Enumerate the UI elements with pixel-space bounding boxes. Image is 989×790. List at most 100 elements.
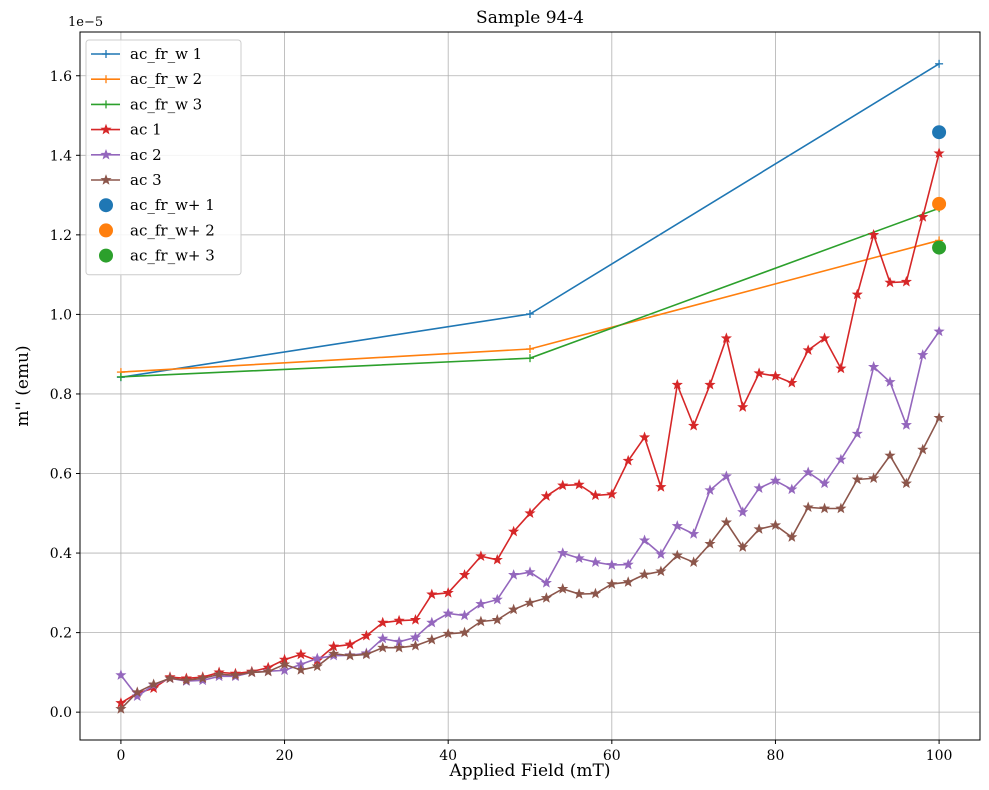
- data-point-ac-2: [769, 474, 782, 486]
- data-point-ac-2: [278, 664, 291, 676]
- series-line-ac-3: [120, 417, 940, 710]
- data-point-ac-1: [753, 367, 765, 379]
- data-point-ac-3: [655, 565, 667, 577]
- data-point-ac-2: [835, 453, 847, 465]
- data-point-ac-2: [458, 609, 471, 621]
- data-point-ac-2: [933, 325, 945, 337]
- data-point-ac-2: [442, 607, 454, 619]
- legend-marker: [102, 75, 110, 84]
- plot-frame: [79, 31, 981, 741]
- x-tick-label: 100: [926, 748, 953, 764]
- legend-label: ac_fr_w+ 3: [130, 247, 215, 265]
- data-point-ac-1: [655, 481, 667, 492]
- data-point-ac-1: [638, 431, 651, 443]
- data-point-ac-2: [671, 520, 683, 531]
- legend: ac_fr_w 1 ac_fr_w 2 ac_fr_w 3 ac 1 ac 2 ac 3 a…: [85, 39, 242, 276]
- x-tick-label: 0: [116, 748, 125, 764]
- data-point-ac-3: [426, 633, 438, 645]
- data-point-ac-3: [475, 615, 487, 627]
- data-point-ac-3: [606, 578, 618, 589]
- data-point-ac-3: [508, 603, 520, 615]
- data-point-ac-1: [540, 490, 552, 501]
- data-point-ac-2: [115, 669, 127, 680]
- data-point-ac-1: [933, 147, 945, 159]
- legend-item-ac-1: ac 1: [91, 121, 162, 139]
- data-point-ac-3: [818, 502, 831, 514]
- data-point-ac-1: [737, 401, 749, 412]
- data-point-ac-2: [900, 419, 912, 430]
- data-point-ac-2: [508, 569, 520, 580]
- data-point-ac-1: [671, 378, 683, 390]
- data-point-ac-3: [295, 664, 307, 675]
- legend-label: ac_fr_w+ 1: [130, 196, 215, 214]
- data-point-ac-3: [197, 672, 209, 684]
- data-point-ac-3: [393, 641, 405, 653]
- data-point-ac-2: [573, 552, 585, 563]
- y-tick-label: 1.6: [50, 69, 72, 85]
- data-point-ac-1: [884, 276, 896, 288]
- legend-label: ac_fr_w+ 2: [130, 221, 215, 239]
- data-point-ac-2: [786, 483, 798, 495]
- data-point-ac-3: [704, 538, 716, 549]
- data-point-ac-3: [557, 582, 569, 594]
- data-point-ac-1: [409, 614, 422, 625]
- legend-label: ac 1: [130, 121, 162, 139]
- y-tick-label: 1.0: [50, 307, 72, 323]
- data-point-ac-2: [540, 577, 552, 588]
- data-point-ac-3: [671, 549, 683, 561]
- legend-item-ac-fr-w-3: ac_fr_w 3: [91, 95, 202, 113]
- y-axis-label: m'' (emu): [13, 345, 33, 426]
- data-point-ac-3: [884, 449, 896, 461]
- data-point-ac-3: [328, 647, 340, 659]
- y-tick-label: 0.2: [50, 626, 72, 642]
- data-point-ac-1: [786, 376, 798, 388]
- data-point-ac-2: [737, 506, 749, 517]
- legend-item-ac-3: ac 3: [91, 171, 162, 189]
- legend-box: [85, 39, 242, 276]
- data-point-ac-3: [262, 665, 274, 677]
- data-point-ac-3: [737, 541, 749, 552]
- y-axis-offset-label: 1e−5: [68, 15, 103, 30]
- data-point-ac-1: [377, 616, 389, 628]
- series-ac-fr-w-3: [932, 240, 947, 255]
- data-point-ac-2: [475, 598, 487, 609]
- data-point-ac-3: [900, 477, 912, 489]
- data-point-ac-1: [917, 211, 929, 222]
- data-point-ac-2: [622, 558, 634, 570]
- data-point-ac-2: [638, 534, 651, 546]
- data-point-ac-1: [622, 454, 634, 466]
- series-ac-2: [115, 325, 945, 701]
- legend-marker: [102, 50, 110, 58]
- data-point-ac-2: [704, 484, 716, 495]
- legend-label: ac 2: [130, 146, 162, 164]
- data-point-ac-1: [393, 614, 405, 626]
- data-point-ac-1: [720, 332, 732, 344]
- data-point-ac-3: [148, 678, 160, 690]
- data-point-ac-1: [360, 629, 372, 641]
- data-point-ac-1: [769, 370, 782, 381]
- data-point-ac-2: [917, 349, 929, 360]
- data-point-ac-1: [835, 362, 847, 374]
- series-ac-fr-w-2: [932, 196, 947, 211]
- legend-marker: [99, 248, 113, 263]
- x-tick-label: 40: [439, 748, 457, 764]
- data-point-ac-3: [573, 588, 585, 599]
- data-point-ac-1: [868, 228, 880, 240]
- data-point-ac-1: [524, 507, 536, 519]
- data-point-ac-2: [557, 547, 569, 558]
- data-point-ac-3: [802, 501, 814, 513]
- y-tick-label: 1.4: [50, 148, 72, 164]
- legend-item-ac-fr-w-1: ac_fr_w 1: [91, 45, 202, 63]
- data-point-ac-3: [115, 703, 127, 714]
- plot-series: [115, 59, 947, 714]
- data-point-ac-3: [638, 568, 651, 580]
- legend-item-ac-fr-w-1: ac_fr_w+ 1: [99, 196, 215, 214]
- data-point-ac-3: [131, 686, 143, 698]
- data-point-ac-1: [900, 275, 912, 287]
- data-point-ac-2: [377, 632, 389, 644]
- data-point-ac-2: [802, 466, 814, 478]
- data-point-ac-2: [426, 616, 438, 628]
- data-point-ac-1: [606, 488, 618, 499]
- data-point-ac-1: [458, 569, 471, 580]
